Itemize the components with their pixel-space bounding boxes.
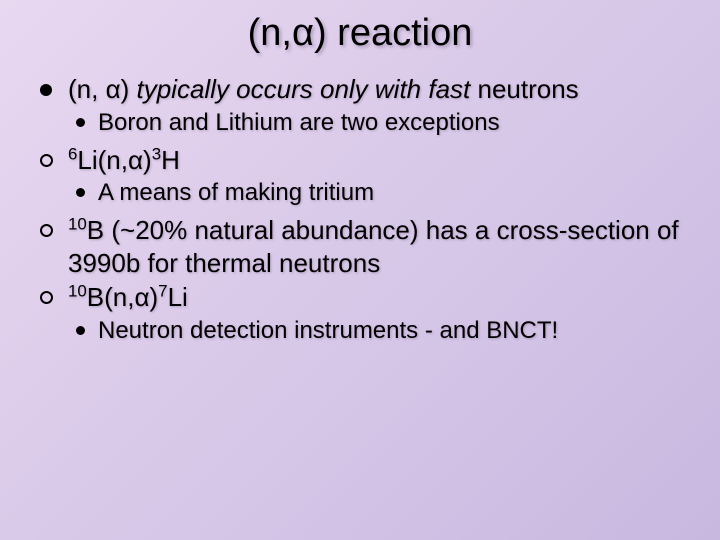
bullet-item: (n, α) typically occurs only with fast n… bbox=[40, 73, 690, 106]
sub-bullet-item: Boron and Lithium are two exceptions bbox=[76, 108, 690, 138]
sub-list: Neutron detection instruments - and BNCT… bbox=[40, 316, 690, 346]
sub-bullet-item: Neutron detection instruments - and BNCT… bbox=[76, 316, 690, 346]
sub-list: Boron and Lithium are two exceptions bbox=[40, 108, 690, 138]
sub-list: A means of making tritium bbox=[40, 178, 690, 208]
sub-bullet-item: A means of making tritium bbox=[76, 178, 690, 208]
bullet-item: 6Li(n,α)3H bbox=[40, 144, 690, 177]
bullet-item: 10B (~20% natural abundance) has a cross… bbox=[40, 214, 690, 279]
slide-title: (n,α) reaction bbox=[30, 12, 690, 55]
bullet-list: (n, α) typically occurs only with fast n… bbox=[30, 73, 690, 346]
bullet-item: 10B(n,α)7Li bbox=[40, 281, 690, 314]
